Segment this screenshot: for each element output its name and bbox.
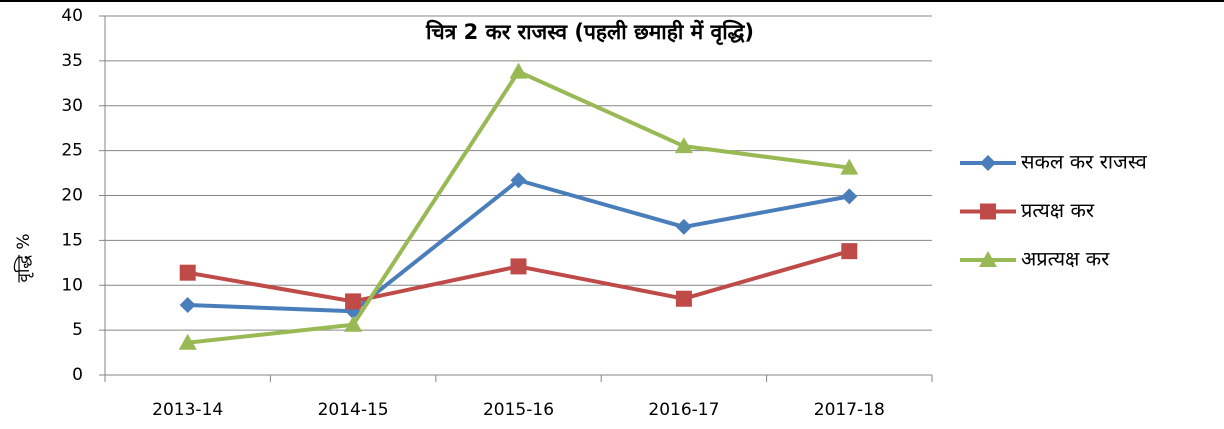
marker xyxy=(345,293,362,310)
x-tick-label: 2015-16 xyxy=(483,400,554,420)
marker xyxy=(178,333,197,350)
marker xyxy=(509,62,528,79)
marker xyxy=(179,296,196,313)
y-tick-label: 30 xyxy=(61,96,83,116)
y-tick-label: 15 xyxy=(61,230,83,250)
marker xyxy=(510,172,527,189)
marker xyxy=(980,203,996,220)
y-tick-label: 5 xyxy=(72,320,83,340)
x-tick-label: 2016-17 xyxy=(648,400,719,420)
marker xyxy=(841,188,858,205)
marker xyxy=(510,258,527,275)
marker xyxy=(840,158,859,175)
x-tick-label: 2014-15 xyxy=(318,400,389,420)
marker xyxy=(979,251,997,267)
y-tick-label: 40 xyxy=(61,6,83,26)
y-axis-label: वृद्धि % xyxy=(13,234,34,283)
x-tick-label: 2017-18 xyxy=(814,400,885,420)
marker xyxy=(675,218,692,235)
series-line xyxy=(187,69,850,345)
marker xyxy=(179,264,196,281)
marker xyxy=(344,315,363,332)
y-tick-label: 35 xyxy=(61,51,83,71)
y-tick-label: 20 xyxy=(61,186,83,206)
legend-label: सकल कर राजस्व xyxy=(1021,150,1148,174)
legend-label: प्रत्यक्ष कर xyxy=(1021,198,1095,222)
chart-title: चित्र 2 कर राजस्व (पहली छमाही में वृद्धि… xyxy=(425,19,754,46)
marker xyxy=(675,290,692,307)
x-tick-label: 2013-14 xyxy=(152,400,223,420)
marker xyxy=(674,137,693,154)
y-tick-label: 25 xyxy=(61,141,83,161)
marker xyxy=(841,243,858,260)
marker xyxy=(980,155,996,171)
y-tick-label: 10 xyxy=(61,275,83,295)
y-tick-label: 0 xyxy=(72,365,83,385)
legend-label: अप्रत्यक्ष कर xyxy=(1021,247,1110,271)
